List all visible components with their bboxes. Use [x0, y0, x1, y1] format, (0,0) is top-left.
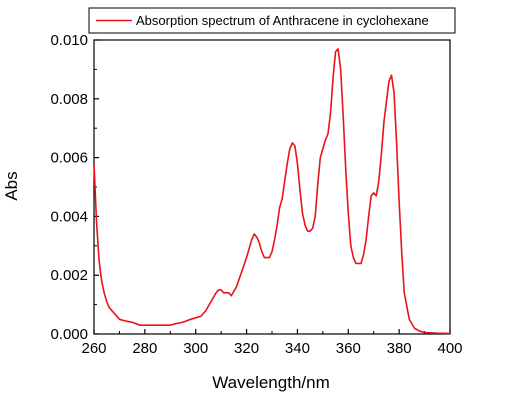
- y-tick-label: 0.006: [50, 150, 88, 167]
- y-tick-label: 0.004: [50, 208, 88, 225]
- plot-frame: [93, 39, 451, 335]
- x-tick-label: 380: [387, 340, 412, 357]
- legend-box: [88, 7, 456, 34]
- x-tick-label: 400: [437, 340, 462, 357]
- y-tick-label: 0.002: [50, 267, 88, 284]
- x-axis-title: Wavelength/nm: [212, 373, 329, 392]
- y-tick-label: 0.010: [50, 32, 88, 49]
- x-tick-label: 300: [183, 340, 208, 357]
- x-tick-label: 260: [81, 340, 106, 357]
- legend-label: Absorption spectrum of Anthracene in cyc…: [136, 13, 429, 28]
- y-tick-label: 0.000: [50, 326, 88, 343]
- x-tick-label: 280: [132, 340, 157, 357]
- x-tick-label: 320: [234, 340, 259, 357]
- x-tick-label: 340: [285, 340, 310, 357]
- series-line: [93, 48, 451, 335]
- y-axis-title: Abs: [2, 171, 21, 200]
- y-tick-label: 0.008: [50, 91, 88, 108]
- x-tick-label: 360: [336, 340, 361, 357]
